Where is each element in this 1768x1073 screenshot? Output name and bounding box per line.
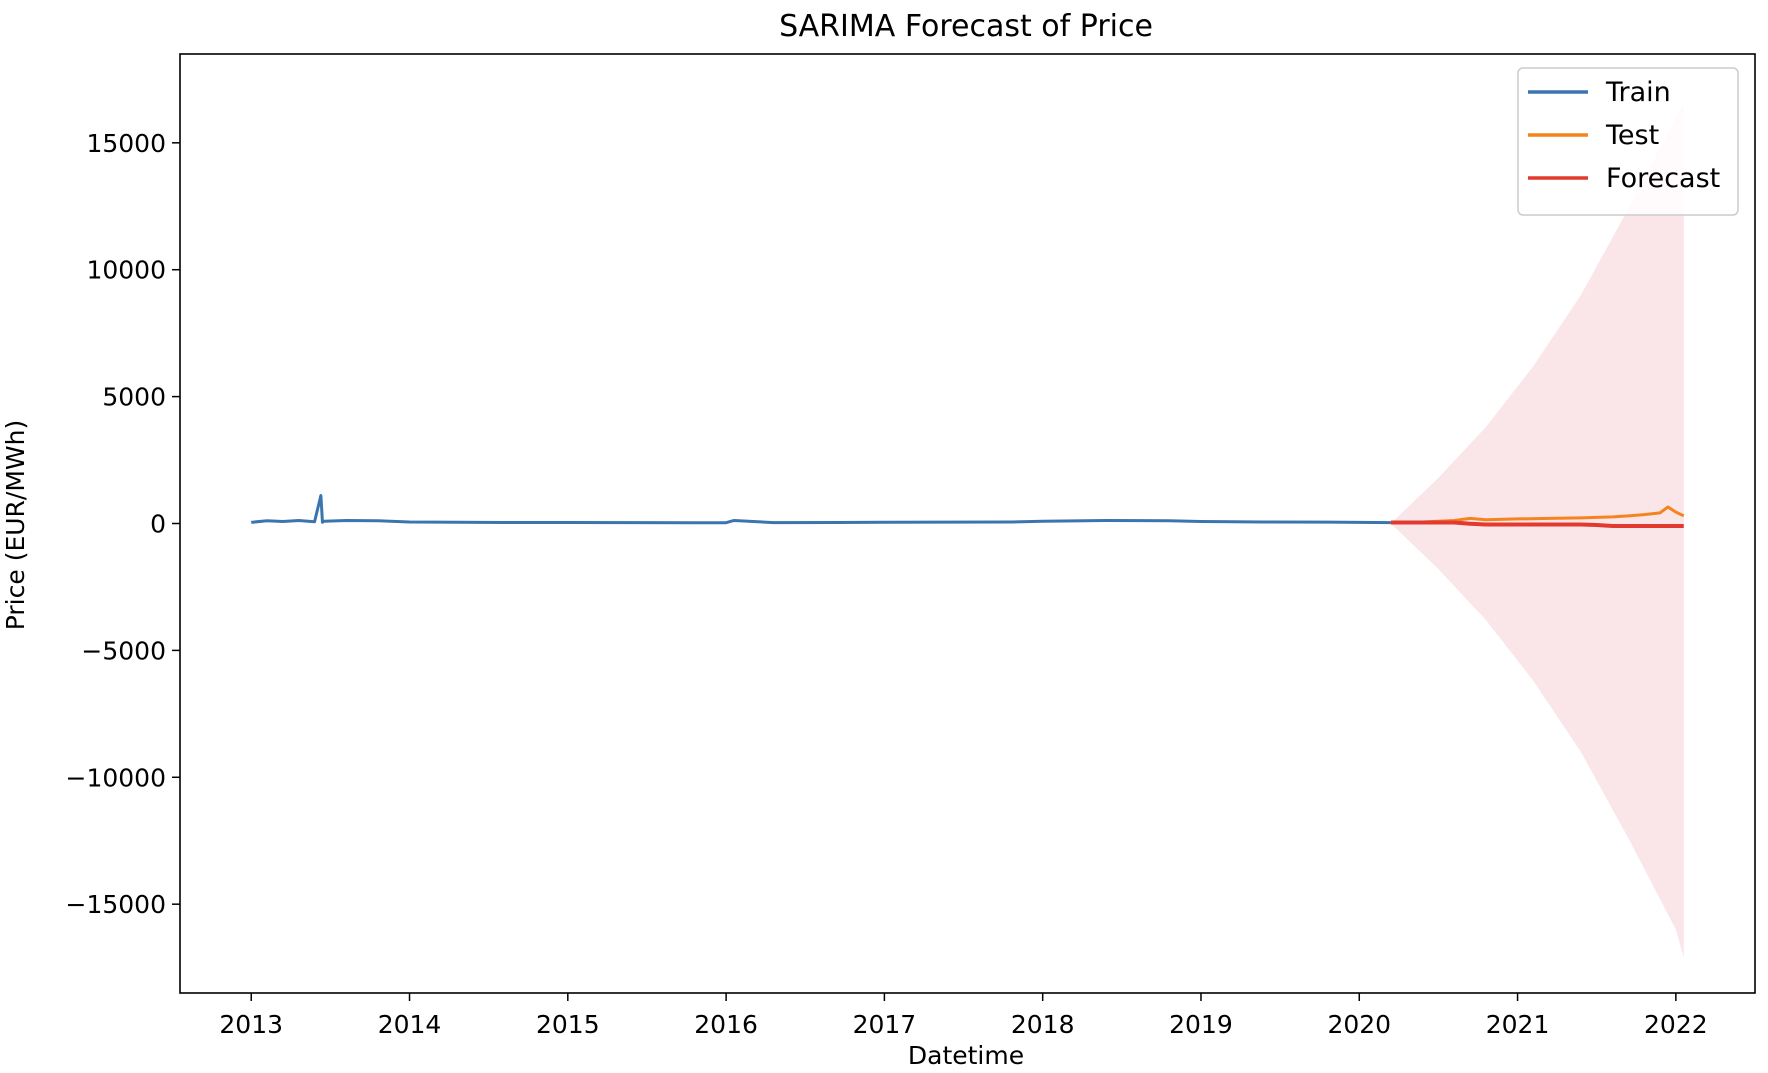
x-tick-label-2017: 2017: [853, 1010, 917, 1039]
legend-label-forecast: Forecast: [1606, 163, 1720, 194]
x-axis-title: Datetime: [908, 1041, 1024, 1070]
x-tick-label-2020: 2020: [1327, 1010, 1391, 1039]
y-tick-label-10000: 10000: [86, 256, 166, 285]
y-tick-label--15000: −15000: [66, 890, 166, 919]
series-line-forecast: [1390, 520, 1684, 529]
x-tick-label-2016: 2016: [694, 1010, 758, 1039]
y-tick-label-5000: 5000: [102, 383, 166, 412]
legend-label-train: Train: [1605, 77, 1671, 108]
x-tick-label-2022: 2022: [1644, 1010, 1708, 1039]
confidence-band-layer: [1390, 102, 1684, 958]
legend: Train Test Forecast: [1517, 67, 1739, 216]
x-tick-label-2014: 2014: [378, 1010, 442, 1039]
x-axis: 2013 2014 2015 2016 2017 2018 2019 2020 2021 2022: [219, 993, 1708, 1039]
y-tick-label--10000: −10000: [66, 763, 166, 792]
x-tick-label-2019: 2019: [1169, 1010, 1233, 1039]
y-tick-label--5000: −5000: [81, 636, 166, 665]
legend-label-test: Test: [1605, 120, 1659, 151]
x-tick-label-2013: 2013: [219, 1010, 283, 1039]
series-layer: [251, 494, 1685, 529]
y-tick-label-0: 0: [150, 510, 166, 539]
forecast-confidence-band: [1390, 102, 1684, 958]
series-line-test: [1390, 505, 1685, 524]
x-tick-label-2018: 2018: [1011, 1010, 1075, 1039]
y-tick-label-15000: 15000: [86, 129, 166, 158]
y-axis-title: Price (EUR/MWh): [1, 420, 30, 630]
y-axis: 15000 10000 5000 0 −5000 −10000 −15000: [66, 129, 180, 919]
chart-title: SARIMA Forecast of Price: [779, 9, 1153, 44]
x-tick-label-2015: 2015: [536, 1010, 600, 1039]
series-line-train: [251, 494, 1391, 525]
x-tick-label-2021: 2021: [1486, 1010, 1550, 1039]
